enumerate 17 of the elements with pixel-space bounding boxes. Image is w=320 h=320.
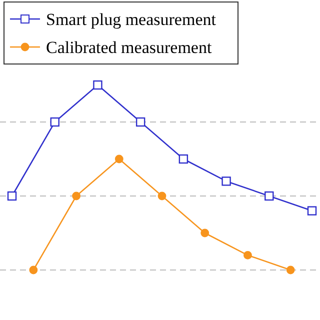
legend-label: Calibrated measurement <box>46 38 212 57</box>
point <box>29 266 38 274</box>
legend-label: Smart plug measurement <box>46 10 216 29</box>
point <box>178 154 188 164</box>
point <box>7 191 17 201</box>
point <box>93 80 102 90</box>
point <box>307 206 317 216</box>
point <box>200 228 210 238</box>
point <box>72 192 80 200</box>
point <box>136 117 146 127</box>
point <box>158 192 166 200</box>
point <box>114 154 124 164</box>
point <box>264 191 274 201</box>
point <box>50 117 60 127</box>
point <box>244 251 252 260</box>
point <box>222 176 231 186</box>
point <box>286 266 295 274</box>
